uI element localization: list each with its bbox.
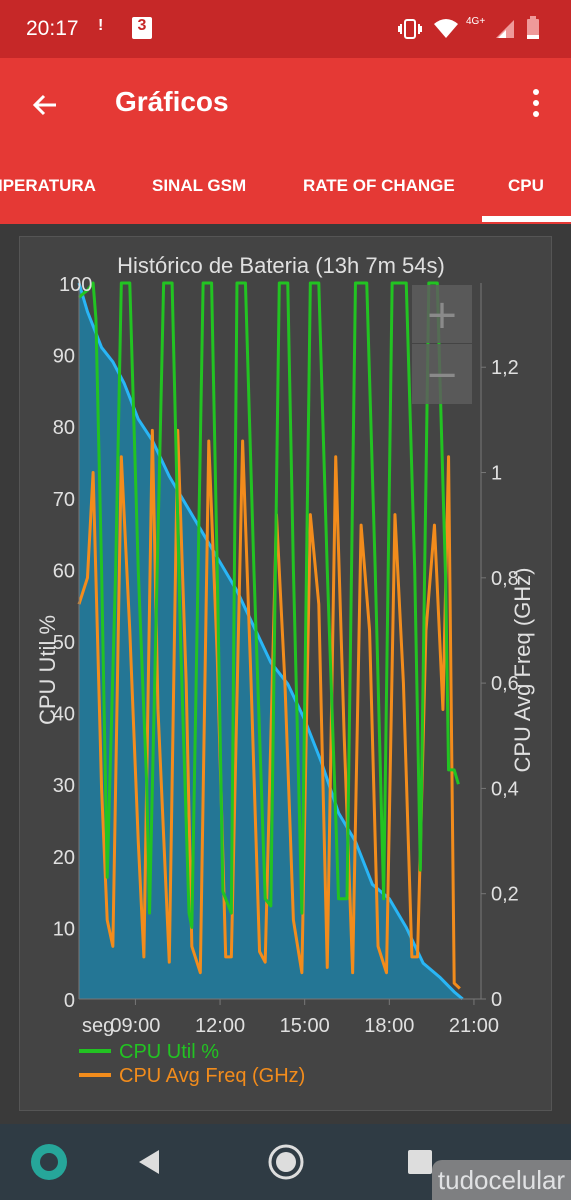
y-right-tick-label: 0,2	[491, 884, 519, 906]
y-left-tick-label: 0	[64, 990, 75, 1012]
app-bar: Gráficos	[0, 58, 571, 152]
tab-sinal-gsm[interactable]: SINAL GSM	[152, 176, 247, 195]
chart-title: Histórico de Bateria (13h 7m 54s)	[117, 253, 445, 278]
x-tick-label: 12:00	[195, 1015, 245, 1037]
battery-level-line	[77, 282, 464, 1001]
alert-notification-icon: !	[98, 17, 104, 34]
x-tick-label: 18:00	[364, 1015, 414, 1037]
notification-count-badge: 3	[132, 17, 152, 39]
x-tick-label: 15:00	[280, 1015, 330, 1037]
zoom-controls: + −	[412, 285, 472, 404]
zoom-out-button[interactable]	[412, 344, 472, 404]
y-right-tick-label: 0,4	[491, 778, 519, 800]
y-right-tick-label: 0,6	[491, 673, 519, 695]
y-right-tick-label: 1	[491, 463, 502, 485]
legend: CPU Util % CPU Avg Freq (GHz)	[79, 1041, 305, 1087]
vibrate-icon	[398, 19, 422, 39]
tab-bar: IPERATURA SINAL GSM RATE OF CHANGE CPU	[0, 152, 571, 224]
legend-label-cpu-util: CPU Util %	[119, 1041, 219, 1063]
y-right-tick-label: 1,2	[491, 357, 519, 379]
y-right-tick-label: 0	[491, 989, 502, 1011]
x-tick-label: 21:00	[449, 1015, 499, 1037]
y-left-tick-label: 50	[53, 632, 75, 654]
zoom-out-icon: −	[425, 352, 459, 398]
assistant-dot-icon[interactable]	[29, 1142, 69, 1182]
status-time: 20:17	[26, 17, 79, 40]
status-bar: 20:17 ! 3 4G+	[0, 0, 571, 58]
y-axis-right-label: CPU Avg Freq (GHz)	[510, 568, 535, 773]
chart-card: 0 10 20 30 40 50 60 70 80 90 100 0 0,2 0,4 0,6 0,8 1 1,2…	[19, 236, 552, 1111]
y-left-tick-label: 60	[53, 560, 75, 582]
zoom-in-icon: +	[425, 292, 459, 338]
y-left-tick-label: 40	[53, 704, 75, 726]
tab-rate-of-change[interactable]: RATE OF CHANGE	[303, 176, 455, 195]
y-left-tick-label: 20	[53, 847, 75, 869]
zoom-in-button[interactable]	[412, 285, 472, 343]
y-right-tick-label: 0,8	[491, 568, 519, 590]
battery-icon	[527, 16, 539, 39]
x-tick-label: 09:00	[110, 1015, 160, 1037]
nav-recents-icon[interactable]	[406, 1148, 434, 1176]
nav-home-icon[interactable]	[266, 1142, 306, 1182]
cellular-signal-icon	[496, 20, 514, 38]
page-title: Gráficos	[115, 86, 229, 117]
cpu-avg-freq-line	[77, 428, 461, 990]
back-arrow-icon[interactable]	[30, 90, 60, 120]
wifi-icon	[434, 19, 458, 38]
y-left-tick-label: 30	[53, 775, 75, 797]
y-left-tick-label: 90	[53, 346, 75, 368]
x-tick-label: seg	[82, 1015, 114, 1037]
network-type: 4G+	[466, 16, 486, 27]
y-left-tick-label: 70	[53, 489, 75, 511]
cpu-util-line	[78, 281, 460, 929]
more-vert-icon[interactable]	[528, 88, 544, 120]
nav-back-icon[interactable]	[135, 1148, 163, 1176]
y-axis-left-label: CPU Util %	[35, 615, 60, 725]
y-left-tick-label: 100	[59, 274, 92, 296]
watermark-logo: tudocelular	[432, 1160, 571, 1200]
selected-tab-indicator	[482, 216, 571, 222]
battery-level-area	[79, 283, 463, 999]
y-left-tick-label: 80	[53, 417, 75, 439]
y-left-tick-label: 10	[53, 918, 75, 940]
legend-label-cpu-freq: CPU Avg Freq (GHz)	[119, 1065, 305, 1087]
tab-temperatura[interactable]: IPERATURA	[0, 176, 96, 195]
tab-cpu[interactable]: CPU	[508, 176, 544, 195]
cpu-chart[interactable]: 0 10 20 30 40 50 60 70 80 90 100 0 0,2 0,4 0,6 0,8 1 1,2…	[19, 236, 552, 1111]
